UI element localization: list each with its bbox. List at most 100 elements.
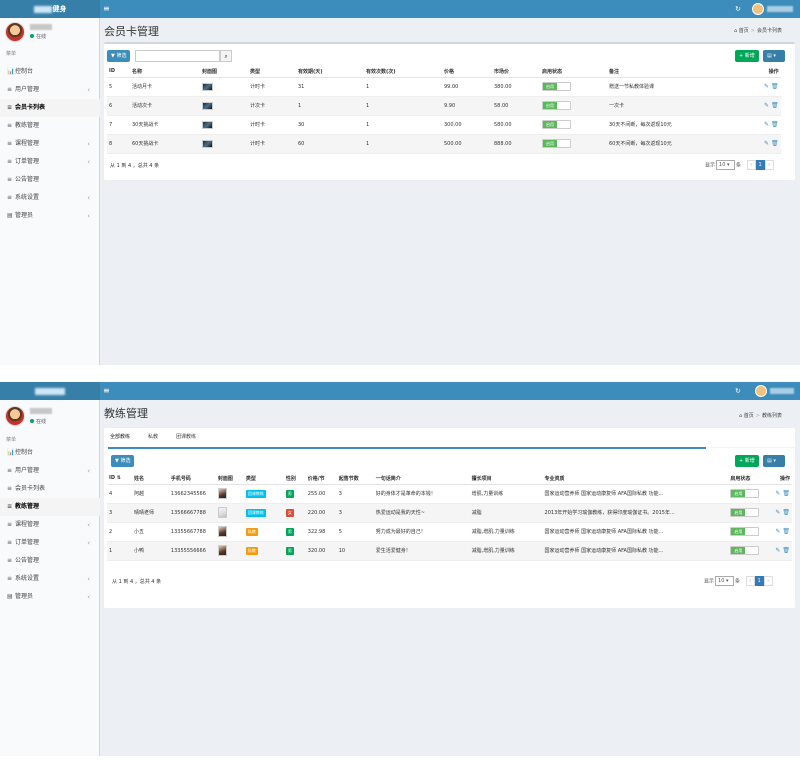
edit-icon[interactable]: ✎ xyxy=(764,121,770,128)
filter-button[interactable]: ▼ 筛选 xyxy=(107,50,131,62)
cell-min-sessions: 5 xyxy=(336,522,374,542)
sidebar-item-coaches[interactable]: ≡ 教练管理 xyxy=(0,117,100,135)
next-page-button[interactable]: › xyxy=(764,160,774,170)
edit-icon[interactable]: ✎ xyxy=(764,102,770,109)
sort-icon[interactable]: ⇅ xyxy=(115,475,121,482)
app-logo[interactable] xyxy=(0,382,100,400)
status-toggle[interactable]: 启用 xyxy=(730,489,760,498)
columns-toggle-button[interactable]: ▤ ▾ xyxy=(763,455,785,467)
status-toggle[interactable]: 启用 xyxy=(542,82,571,91)
sidebar-item-users[interactable]: ≡ 用户管理 ‹ xyxy=(0,462,100,480)
column-header-sortable[interactable]: ID ⇅ xyxy=(107,473,132,485)
sidebar-item-membership-cards[interactable]: ≡ 会员卡列表 xyxy=(0,480,100,498)
delete-icon[interactable]: 🗑 xyxy=(770,83,779,90)
user-name-blurred[interactable] xyxy=(770,388,794,394)
delete-icon[interactable]: 🗑 xyxy=(782,490,790,497)
coach-photo[interactable] xyxy=(217,526,227,537)
prev-page-button[interactable]: ‹ xyxy=(746,160,756,170)
cell-actions: ✎ 🗑 xyxy=(773,522,792,542)
breadcrumb-home[interactable]: 首页 xyxy=(743,413,754,419)
status-toggle[interactable]: 启用 xyxy=(730,546,760,555)
coach-photo[interactable] xyxy=(217,507,227,518)
edit-icon[interactable]: ✎ xyxy=(764,83,770,90)
sidebar-item-courses[interactable]: ≡ 课程管理 ‹ xyxy=(0,516,100,534)
search-icon[interactable]: ⌕ xyxy=(220,50,232,62)
delete-icon[interactable]: 🗑 xyxy=(770,140,779,147)
cell-status: 启用 xyxy=(728,522,774,542)
sidebar-item-orders[interactable]: ≡ 订单管理 ‹ xyxy=(0,153,100,171)
prev-page-button[interactable]: ‹ xyxy=(745,576,755,586)
user-avatar[interactable] xyxy=(755,385,767,397)
type-badge: 私教 xyxy=(245,527,258,536)
column-header[interactable]: ID xyxy=(107,66,130,78)
delete-icon[interactable]: 🗑 xyxy=(770,102,779,109)
sidebar-item-announcements[interactable]: ≡ 公告管理 xyxy=(0,552,100,570)
main-content: 教练管理 ⌂ 首页 > 教练列表 全部教练 私教 团课教练 ▼ 筛选 + 新增 ▤ … xyxy=(100,400,800,756)
delete-icon[interactable]: 🗑 xyxy=(770,121,779,128)
sidebar-item-announcements[interactable]: ≡ 公告管理 xyxy=(0,171,100,189)
admin-icon: ▤ xyxy=(7,593,13,600)
delete-icon[interactable]: 🗑 xyxy=(782,547,790,554)
online-status: 在线 xyxy=(30,418,46,425)
card-list-box: ▼ 筛选 ⌕ + 新增 ▤ ▾ ID 名称 封面图 类型 有效期(天) 有效次数… xyxy=(104,42,795,180)
search-input[interactable] xyxy=(135,50,220,62)
cover-thumbnail[interactable] xyxy=(202,139,213,148)
edit-icon[interactable]: ✎ xyxy=(775,528,781,535)
menu-toggle-icon[interactable]: ≡ xyxy=(103,4,110,13)
sidebar-item-dashboard[interactable]: 📊控制台 xyxy=(0,444,100,462)
add-button[interactable]: + 新增 xyxy=(735,50,759,62)
next-page-button[interactable]: › xyxy=(763,576,773,586)
sidebar-item-courses[interactable]: ≡ 课程管理 ‹ xyxy=(0,135,100,153)
edit-icon[interactable]: ✎ xyxy=(764,140,770,147)
sidebar-item-settings[interactable]: ≡ 系统设置 ‹ xyxy=(0,570,100,588)
cover-thumbnail[interactable] xyxy=(202,101,213,110)
refresh-icon[interactable]: ↻ xyxy=(735,387,741,395)
status-toggle[interactable]: 启用 xyxy=(542,101,571,110)
sidebar-item-users[interactable]: ≡ 用户管理 ‹ xyxy=(0,81,100,99)
delete-icon[interactable]: 🗑 xyxy=(782,509,790,516)
delete-icon[interactable]: 🗑 xyxy=(782,528,790,535)
cover-thumbnail[interactable] xyxy=(202,82,213,91)
sidebar-item-admins[interactable]: ▤ 管理员 ‹ xyxy=(0,207,100,225)
status-toggle[interactable]: 启用 xyxy=(542,139,571,148)
page-1-button[interactable]: 1 xyxy=(754,576,764,586)
per-page-select[interactable]: 10 ▾ xyxy=(715,576,735,586)
columns-toggle-button[interactable]: ▤ ▾ xyxy=(763,50,785,62)
user-avatar[interactable] xyxy=(752,3,764,15)
sidebar-item-coaches[interactable]: ≡ 教练管理 xyxy=(0,498,100,516)
chevron-left-icon: ‹ xyxy=(87,86,90,94)
per-page-select[interactable]: 10 ▾ xyxy=(716,160,736,170)
breadcrumb-home[interactable]: 首页 xyxy=(738,28,749,34)
filter-button[interactable]: ▼ 筛选 xyxy=(111,455,135,467)
sidebar-item-membership-cards[interactable]: ≡ 会员卡列表 xyxy=(0,99,100,117)
coach-photo[interactable] xyxy=(217,545,227,556)
edit-icon[interactable]: ✎ xyxy=(775,490,781,497)
app-logo[interactable]: 健身 xyxy=(0,0,100,18)
status-toggle[interactable]: 启用 xyxy=(730,508,760,517)
cell-status: 启用 xyxy=(728,484,774,504)
sidebar-item-admins[interactable]: ▤ 管理员 ‹ xyxy=(0,588,100,606)
sidebar-item-dashboard[interactable]: 📊控制台 xyxy=(0,63,100,81)
chevron-left-icon: ‹ xyxy=(87,575,90,583)
page-1-button[interactable]: 1 xyxy=(755,160,765,170)
user-name-blurred[interactable] xyxy=(767,6,793,12)
refresh-icon[interactable]: ↻ xyxy=(735,5,741,13)
menu-toggle-icon[interactable]: ≡ xyxy=(103,386,110,395)
cover-thumbnail[interactable] xyxy=(202,120,213,129)
cell-intro: 爱生活爱健身！ xyxy=(373,541,470,561)
sidebar-item-settings[interactable]: ≡ 系统设置 ‹ xyxy=(0,189,100,207)
tab-private-coaches[interactable]: 私教 xyxy=(148,434,159,440)
column-header: 备注 xyxy=(607,66,762,78)
breadcrumb: ⌂ 首页 > 教练列表 xyxy=(739,412,782,419)
tab-group-coaches[interactable]: 团课教练 xyxy=(176,434,197,440)
add-button[interactable]: + 新增 xyxy=(735,455,759,467)
status-toggle[interactable]: 启用 xyxy=(542,120,571,129)
sidebar-item-orders[interactable]: ≡ 订单管理 ‹ xyxy=(0,534,100,552)
column-header: 有效期(天) xyxy=(296,66,364,78)
cell-id: 4 xyxy=(107,484,132,504)
coach-photo[interactable] xyxy=(217,488,227,499)
edit-icon[interactable]: ✎ xyxy=(775,547,781,554)
status-toggle[interactable]: 启用 xyxy=(730,527,760,536)
edit-icon[interactable]: ✎ xyxy=(775,509,781,516)
tab-all-coaches[interactable]: 全部教练 xyxy=(110,434,131,440)
